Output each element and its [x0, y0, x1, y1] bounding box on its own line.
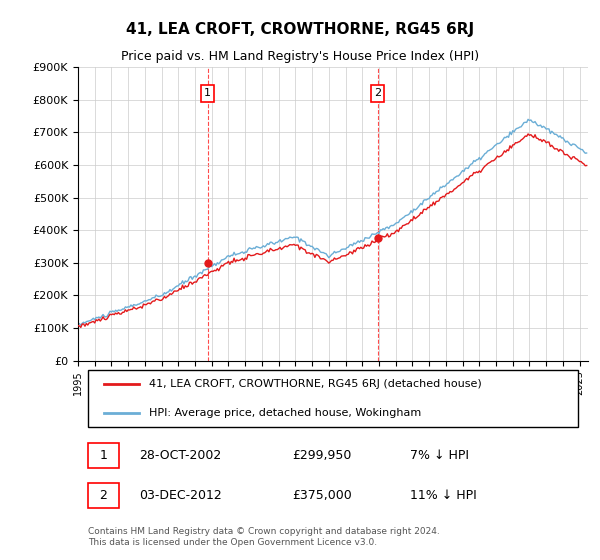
Text: 03-DEC-2012: 03-DEC-2012	[139, 489, 222, 502]
FancyBboxPatch shape	[88, 483, 119, 508]
Text: £375,000: £375,000	[292, 489, 352, 502]
Text: 2: 2	[374, 88, 381, 99]
Text: Contains HM Land Registry data © Crown copyright and database right 2024.
This d: Contains HM Land Registry data © Crown c…	[88, 528, 440, 547]
Text: 28-OCT-2002: 28-OCT-2002	[139, 449, 221, 462]
FancyBboxPatch shape	[88, 370, 578, 427]
Text: 7% ↓ HPI: 7% ↓ HPI	[409, 449, 469, 462]
Text: 2: 2	[100, 489, 107, 502]
Text: 1: 1	[100, 449, 107, 462]
Text: 41, LEA CROFT, CROWTHORNE, RG45 6RJ (detached house): 41, LEA CROFT, CROWTHORNE, RG45 6RJ (det…	[149, 379, 482, 389]
Text: HPI: Average price, detached house, Wokingham: HPI: Average price, detached house, Woki…	[149, 408, 422, 418]
Text: 1: 1	[204, 88, 211, 99]
Text: 41, LEA CROFT, CROWTHORNE, RG45 6RJ: 41, LEA CROFT, CROWTHORNE, RG45 6RJ	[126, 22, 474, 38]
FancyBboxPatch shape	[88, 443, 119, 468]
Text: Price paid vs. HM Land Registry's House Price Index (HPI): Price paid vs. HM Land Registry's House …	[121, 50, 479, 63]
Text: 11% ↓ HPI: 11% ↓ HPI	[409, 489, 476, 502]
Text: £299,950: £299,950	[292, 449, 352, 462]
